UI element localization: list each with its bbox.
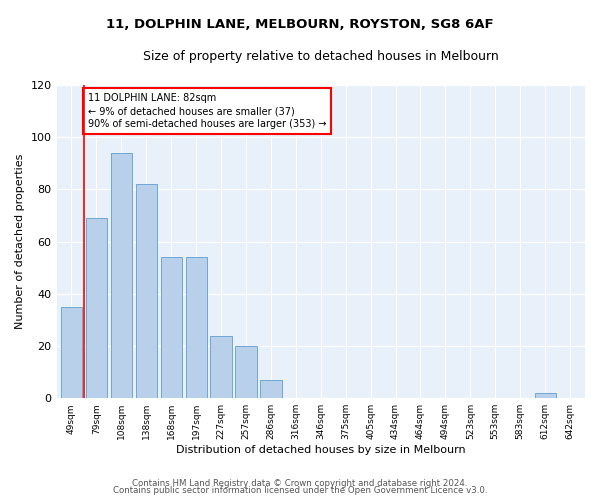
Bar	[86, 218, 107, 398]
Text: Contains public sector information licensed under the Open Government Licence v3: Contains public sector information licen…	[113, 486, 487, 495]
Bar	[61, 307, 82, 398]
Text: 11 DOLPHIN LANE: 82sqm
← 9% of detached houses are smaller (37)
90% of semi-deta: 11 DOLPHIN LANE: 82sqm ← 9% of detached …	[88, 93, 326, 129]
Bar	[211, 336, 232, 398]
Y-axis label: Number of detached properties: Number of detached properties	[15, 154, 25, 330]
X-axis label: Distribution of detached houses by size in Melbourn: Distribution of detached houses by size …	[176, 445, 466, 455]
Text: Contains HM Land Registry data © Crown copyright and database right 2024.: Contains HM Land Registry data © Crown c…	[132, 478, 468, 488]
Bar	[185, 258, 207, 398]
Text: 11, DOLPHIN LANE, MELBOURN, ROYSTON, SG8 6AF: 11, DOLPHIN LANE, MELBOURN, ROYSTON, SG8…	[106, 18, 494, 30]
Bar	[235, 346, 257, 398]
Bar	[111, 153, 132, 398]
Title: Size of property relative to detached houses in Melbourn: Size of property relative to detached ho…	[143, 50, 499, 63]
Bar	[136, 184, 157, 398]
Bar	[161, 258, 182, 398]
Bar	[535, 393, 556, 398]
Bar	[260, 380, 281, 398]
